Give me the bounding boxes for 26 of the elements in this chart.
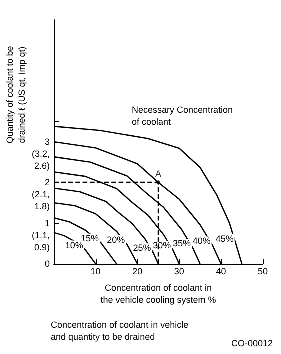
text: (3.2, 2.6) bbox=[32, 149, 50, 171]
x-tick-label: 20 bbox=[132, 266, 143, 276]
y-tick-label: 1 bbox=[44, 218, 50, 228]
y-axis-title: Quantity of coolant to be drained ℓ (US qt, Imp qt) bbox=[5, 46, 27, 144]
series-label: 30% bbox=[153, 240, 172, 251]
series-label: 40% bbox=[192, 236, 211, 246]
x-tick-label: 40 bbox=[216, 266, 226, 276]
series-label: 35% bbox=[172, 238, 191, 249]
x-tick-label: 10 bbox=[90, 266, 101, 276]
text: CO-00012 bbox=[231, 338, 274, 348]
y-tick-label: 2 bbox=[44, 178, 50, 188]
x-tick-label: 50 bbox=[258, 266, 268, 276]
y-tick-label: 3 bbox=[44, 137, 50, 147]
text: (2.1, 1.8) bbox=[32, 190, 50, 212]
series-label: 45% bbox=[216, 234, 234, 244]
text: (1.1, 0.9) bbox=[32, 230, 50, 252]
annotation: A bbox=[155, 169, 162, 180]
text: Concentration of coolant in vehicle and quantity to be drained bbox=[51, 320, 189, 342]
y-tick-label: 0 bbox=[44, 259, 50, 269]
series-label: 10% bbox=[65, 240, 84, 250]
x-tick-label: 30 bbox=[174, 266, 184, 276]
x-axis-title: Concentration of coolant in the vehicle cooling system % bbox=[100, 283, 216, 305]
annotation: Necessary Concentration of coolant bbox=[132, 105, 234, 127]
series-label: 20% bbox=[107, 234, 126, 245]
series-label: 25% bbox=[133, 243, 152, 254]
series-label: 15% bbox=[81, 233, 100, 244]
